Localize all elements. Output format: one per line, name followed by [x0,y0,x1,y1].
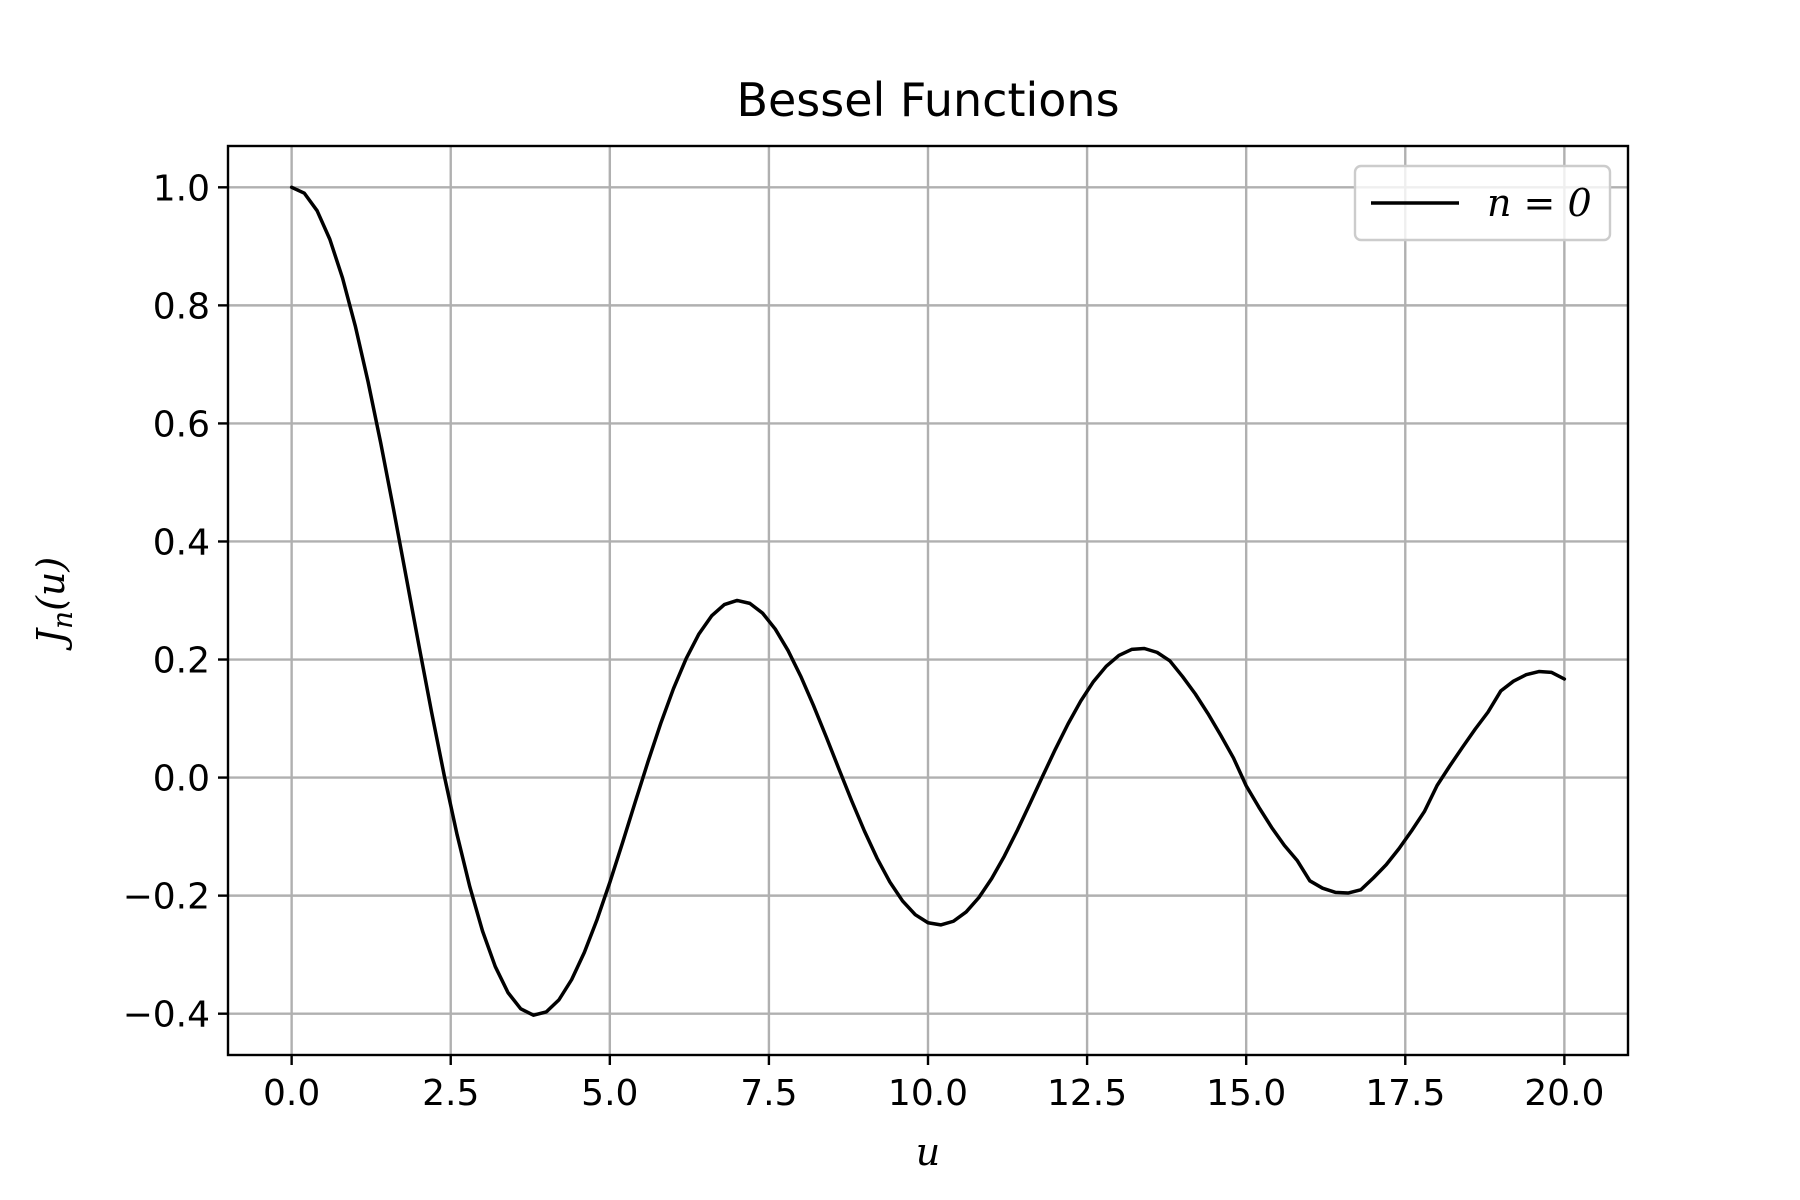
y-tick-label: 0.8 [153,286,210,327]
x-tick-label: 20.0 [1524,1073,1604,1114]
y-axis-label-tail: (u) [29,557,73,611]
x-tick-label: 12.5 [1047,1073,1127,1114]
x-tick-label: 2.5 [422,1073,479,1114]
y-tick-label: 1.0 [153,168,210,209]
x-tick-label: 15.0 [1206,1073,1286,1114]
y-tick-label: 0.6 [153,404,210,445]
legend: n = 0 [1353,164,1612,242]
x-axis-label: u [916,1130,940,1174]
y-tick-label: 0.2 [153,641,210,682]
y-axis-ticks: −0.4 −0.2 0.0 0.2 0.4 0.6 0.8 1.0 [123,168,228,1036]
x-tick-label: 0.0 [263,1073,320,1114]
y-tick-label: −0.4 [123,995,210,1036]
y-axis-label: Jn(u) [29,557,79,651]
series-line-n0 [289,185,1567,1017]
legend-box [1353,164,1612,242]
x-tick-label: 7.5 [740,1073,797,1114]
x-tick-label: 10.0 [888,1073,968,1114]
chart-title: Bessel Functions [736,73,1119,127]
y-axis-label-main: J [29,627,73,651]
y-axis-label-subscript: n [46,611,79,629]
y-tick-label: 0.4 [153,522,210,563]
y-tick-label: −0.2 [123,877,210,918]
series-layer [289,185,1567,1017]
legend-label: n = 0 [1487,181,1592,225]
y-tick-label: 0.0 [153,759,210,800]
x-tick-label: 17.5 [1365,1073,1445,1114]
grid-lines [228,146,1628,1055]
x-tick-label: 5.0 [581,1073,638,1114]
x-axis-ticks: 0.0 2.5 5.0 7.5 10.0 12.5 15.0 17.5 20.0 [263,1055,1604,1114]
